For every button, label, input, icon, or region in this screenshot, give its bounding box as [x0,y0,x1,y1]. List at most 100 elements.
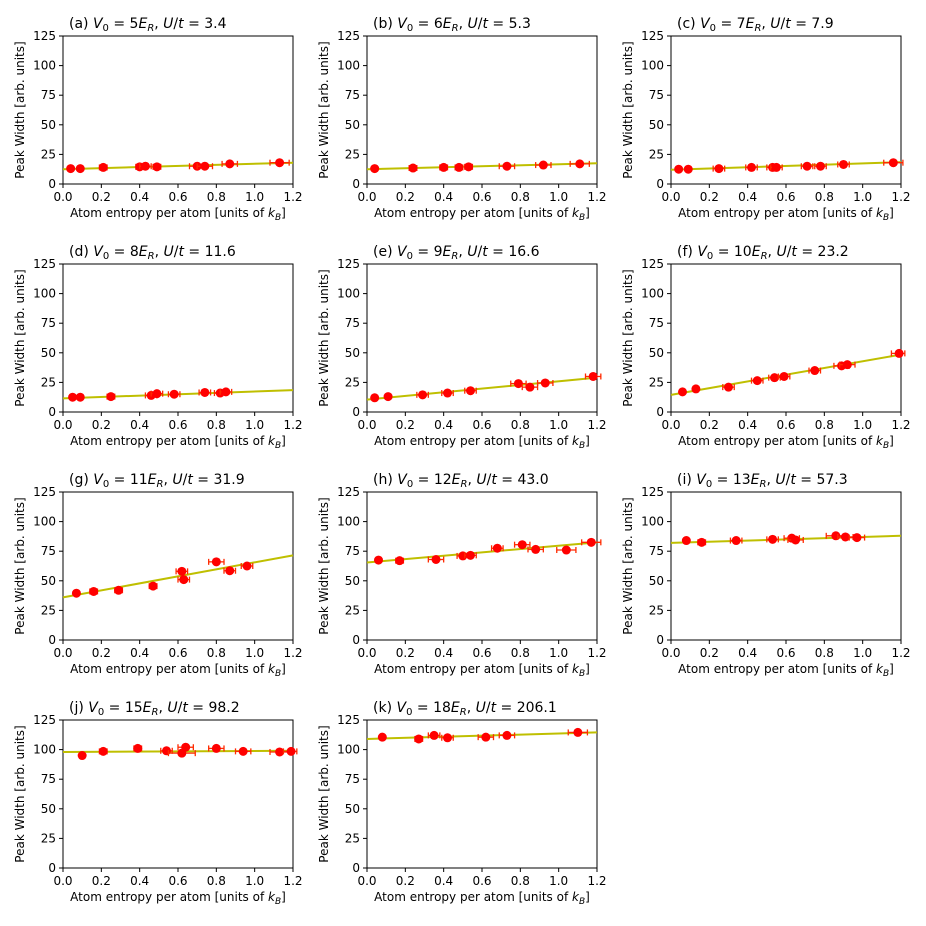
data-point [464,550,477,560]
point-marker [383,392,393,402]
x-tick-label: 1.2 [283,874,302,888]
x-axis-label: Atom entropy per atom [units of kB] [70,662,286,679]
y-axis-label: Peak Width [arb. units] [13,269,27,406]
x-tick-label: 1.0 [549,646,568,660]
point-marker [98,746,108,756]
point-marker [802,161,812,171]
data-point [556,545,577,555]
x-axis-label: Atom entropy per atom [units of kB] [374,662,590,679]
point-marker [275,747,285,757]
data-point [133,743,143,753]
data-point [681,536,691,546]
x-tick-label: 1.0 [549,874,568,888]
panel-j: 0.0 0.2 0.4 0.6 0.8 1.0 1.2 0 25 50 75 100 125 Atom e… [13,700,303,907]
panel-b: 0.0 0.2 0.4 0.6 0.8 1.0 1.2 0 25 50 75 100 125 Atom e… [317,16,607,223]
x-tick-label: 0.8 [815,190,834,204]
point-marker [71,588,81,598]
y-tick-label: 50 [345,802,360,816]
y-tick-label: 75 [345,544,360,558]
x-tick-label: 1.2 [283,646,302,660]
data-point [890,348,906,358]
data-point [513,540,531,550]
point-marker [575,159,585,169]
data-point [196,161,214,171]
data-point [219,387,233,397]
point-marker [66,164,76,174]
point-marker [275,158,285,168]
data-point [722,382,735,392]
data-point [77,751,87,761]
x-axis-label: Atom entropy per atom [units of kB] [70,890,286,907]
y-tick-label: 100 [337,59,360,73]
point-marker [106,392,116,402]
x-tick-label: 0.2 [396,418,415,432]
x-tick-label: 1.2 [587,874,606,888]
y-axis-label: Peak Width [arb. units] [317,41,331,178]
y-tick-label: 0 [352,633,360,647]
y-tick-label: 50 [345,574,360,588]
y-tick-label: 75 [41,772,56,786]
data-point [712,164,726,174]
axes-frame [366,35,598,185]
x-tick-label: 1.2 [891,190,910,204]
y-tick-label: 25 [649,375,664,389]
axes-frame [62,491,294,641]
point-marker [747,162,756,172]
point-marker [768,534,778,544]
data-point [535,160,552,170]
point-marker [225,159,235,169]
y-tick-label: 25 [345,375,360,389]
point-marker [681,536,691,546]
point-marker [77,751,87,761]
y-tick-label: 50 [649,574,664,588]
data-point [536,378,554,388]
y-tick-label: 25 [345,831,360,845]
data-point [498,161,516,171]
x-tick-label: 1.2 [587,190,606,204]
x-tick-label: 0.4 [738,418,757,432]
point-marker [443,388,452,398]
y-tick-label: 125 [641,257,664,271]
point-marker [443,733,452,743]
y-axis-label: Peak Width [arb. units] [317,269,331,406]
data-point [729,536,743,546]
x-tick-label: 1.2 [891,646,910,660]
point-marker [674,164,684,174]
data-point [66,164,76,174]
data-point [114,585,124,595]
x-tick-label: 0.2 [92,874,111,888]
panel-k: 0.0 0.2 0.4 0.6 0.8 1.0 1.2 0 25 50 75 100 125 Atom e… [317,700,607,907]
data-point [395,556,405,566]
axes-frame [366,719,598,869]
panel-title: (d) V0 = 8ER, U/t = 11.6 [69,244,236,262]
data-point [427,554,445,564]
x-tick-label: 0.8 [815,646,834,660]
data-point [414,734,424,744]
y-tick-label: 125 [33,257,56,271]
data-point [408,163,418,173]
panel-title: (b) V0 = 6ER, U/t = 5.3 [373,16,531,34]
y-tick-label: 100 [33,515,56,529]
y-tick-label: 25 [41,831,56,845]
data-point [697,537,707,547]
y-axis-label: Peak Width [arb. units] [13,497,27,634]
x-tick-label: 1.0 [549,418,568,432]
point-marker [697,537,707,547]
data-point [370,393,380,403]
y-tick-label: 100 [33,287,56,301]
x-tick-label: 0.4 [434,874,453,888]
point-marker [839,159,848,169]
y-tick-label: 100 [337,743,360,757]
data-point [777,371,791,381]
y-tick-label: 50 [345,118,360,132]
data-point [374,555,383,565]
y-tick-label: 125 [337,29,360,43]
point-marker [431,554,441,564]
x-tick-label: 0.8 [207,190,226,204]
x-tick-label: 0.6 [472,646,491,660]
data-point [98,746,108,756]
point-marker [538,160,548,170]
x-tick-label: 1.2 [587,646,606,660]
data-point [177,742,194,752]
